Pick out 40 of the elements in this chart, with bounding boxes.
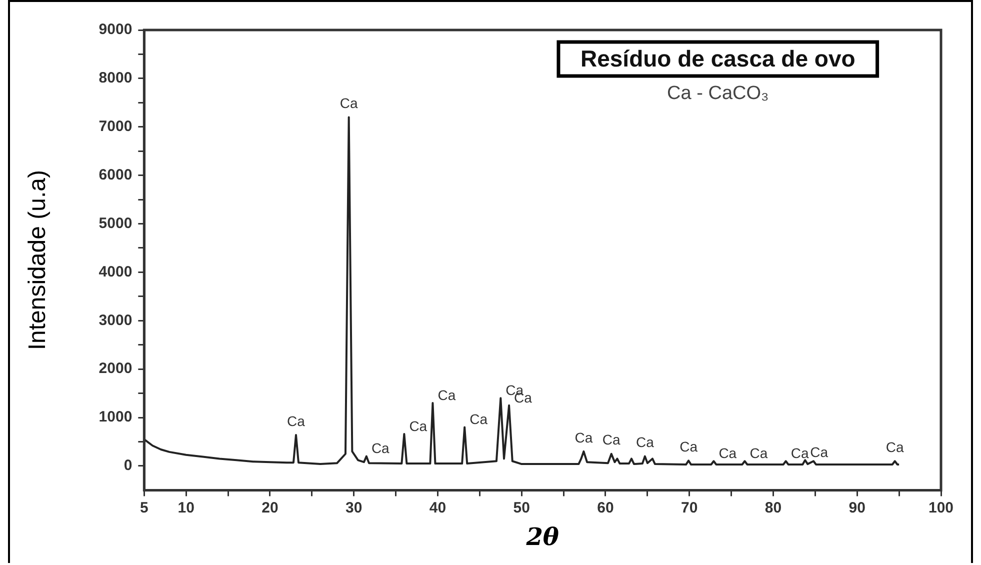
x-tick-label: 100	[928, 499, 954, 516]
annotation: Ca	[718, 444, 737, 461]
annotation: Ca	[790, 444, 809, 461]
annotation: Ca	[371, 440, 390, 456]
x-tick-label: 60	[597, 499, 614, 516]
y-tick-label: 1000	[98, 408, 132, 426]
annotation: Ca	[574, 429, 593, 446]
y-tick-label: 5000	[98, 214, 132, 232]
y-tick-label: 7000	[98, 118, 132, 136]
x-tick-label: 20	[262, 499, 278, 516]
y-tick-label: 2000	[98, 360, 132, 378]
x-tick-label: 80	[764, 499, 782, 516]
annotation: Ca	[409, 418, 428, 434]
annotation: Ca	[602, 432, 621, 448]
y-axis-title: Intensidade (u.a)	[24, 170, 52, 350]
x-axis-title: 2θ	[525, 522, 559, 551]
annotation: Ca	[470, 411, 488, 428]
x-tick-label: 90	[848, 499, 866, 516]
y-tick-label: 9000	[98, 21, 132, 38]
x-tick-label: 30	[346, 499, 362, 516]
x-tick-label: 5	[140, 499, 148, 516]
text: Resíduo de casca de ovo	[580, 45, 856, 72]
annotation: Ca	[636, 434, 654, 450]
y-tick-label: 3000	[98, 312, 132, 329]
y-tick-label: 6000	[98, 166, 132, 184]
annotation: Ca	[340, 95, 358, 112]
annotation: Ca	[750, 444, 768, 461]
x-tick-label: 70	[681, 499, 698, 516]
text: Ca - CaCO₃	[667, 83, 769, 104]
annotation: Ca	[680, 438, 698, 455]
y-tick-label: 0	[124, 457, 132, 474]
annotation: Ca	[438, 386, 456, 403]
x-tick-label: 10	[178, 499, 194, 516]
annotation: Ca	[287, 412, 306, 429]
annotation: Ca	[810, 444, 828, 460]
annotation: Ca	[886, 438, 904, 455]
y-tick-label: 4000	[98, 263, 132, 280]
x-tick-label: 40	[429, 499, 446, 516]
x-tick-label: 50	[513, 499, 530, 516]
y-tick-label: 8000	[98, 70, 132, 87]
